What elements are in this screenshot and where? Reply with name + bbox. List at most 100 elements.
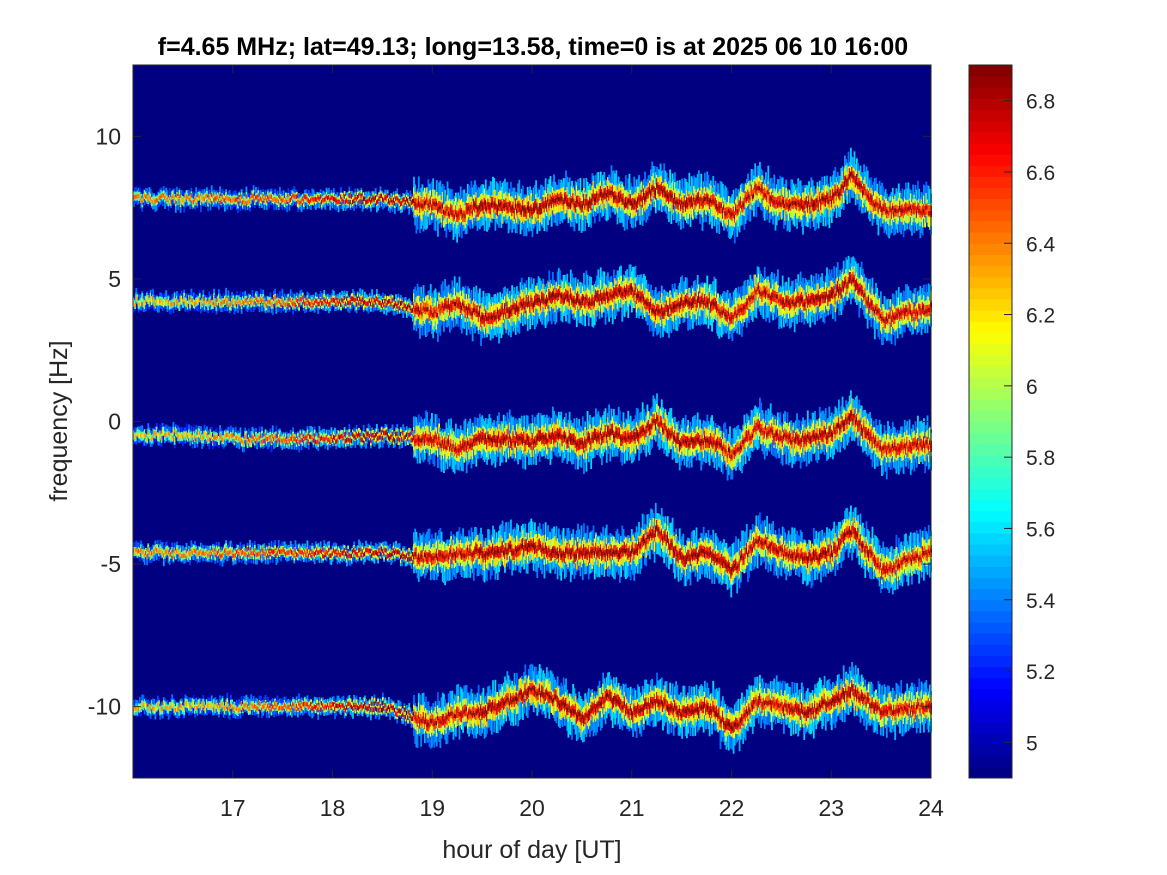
trace-cell (560, 196, 563, 201)
trace-cell (495, 204, 498, 209)
trace-cell (353, 198, 356, 204)
trace-cell (212, 193, 214, 198)
trace-cell (281, 198, 284, 203)
trace-cell (678, 199, 681, 205)
trace-cell (498, 201, 500, 206)
trace-cell (267, 195, 269, 200)
trace-cell (877, 207, 880, 212)
trace-cell (870, 195, 873, 200)
trace-cell (201, 194, 204, 200)
trace-cell (172, 193, 175, 199)
trace-cell (425, 200, 427, 205)
trace-cell (295, 194, 298, 199)
trace-cell (182, 198, 184, 203)
trace-cell (647, 191, 650, 196)
trace-cell (682, 205, 685, 210)
trace-cell (364, 196, 366, 201)
trace-cell (512, 205, 515, 210)
trace-cell (765, 193, 767, 198)
trace-cell (872, 201, 875, 206)
trace-cell (179, 200, 182, 205)
trace-cell (605, 192, 608, 198)
trace-cell (878, 198, 881, 210)
trace-cell (358, 193, 360, 198)
trace-cell (703, 196, 706, 202)
trace-cell (426, 198, 429, 203)
trace-cell (219, 193, 221, 199)
trace-cell (620, 194, 622, 199)
trace-cell (686, 199, 688, 204)
trace-cell (721, 208, 724, 214)
trace-cell (675, 200, 678, 205)
trace-cell (316, 197, 318, 203)
trace-cell (774, 200, 777, 206)
trace-cell (239, 198, 242, 203)
trace-cell (662, 190, 664, 195)
trace-cell (599, 191, 602, 196)
trace-cell (258, 198, 261, 203)
trace-cell (505, 202, 508, 207)
trace-cell (475, 203, 478, 208)
trace-cell (304, 194, 306, 199)
trace-cell (305, 195, 308, 200)
trace-cell (365, 199, 368, 205)
trace-cell (750, 189, 753, 194)
trace-cell (616, 198, 619, 203)
trace-cell (732, 211, 735, 216)
trace-cell (352, 199, 354, 205)
trace-cell (553, 198, 555, 203)
trace-cell (190, 192, 193, 198)
trace-cell (423, 201, 426, 206)
trace-cell (841, 184, 844, 189)
trace-cell (397, 198, 400, 203)
trace-cell (799, 203, 802, 208)
trace-cell (614, 195, 616, 200)
trace-cell (857, 182, 859, 187)
trace-cell (508, 202, 511, 207)
trace-cell (263, 198, 266, 203)
trace-cell (577, 199, 579, 204)
trace-cell (547, 198, 549, 203)
trace-cell (171, 195, 174, 200)
trace-cell (850, 171, 852, 183)
trace-cell (678, 193, 681, 206)
trace-cell (624, 200, 627, 205)
trace-cell (575, 198, 578, 203)
trace-cell (233, 197, 236, 202)
trace-cell (821, 196, 824, 201)
trace-cell (256, 195, 259, 200)
trace-cell (824, 198, 827, 203)
trace-cell (827, 197, 830, 202)
trace-cell (197, 193, 200, 199)
trace-cell (133, 195, 135, 200)
trace-cell (834, 189, 837, 194)
trace-cell (429, 200, 432, 205)
trace-cell (811, 202, 814, 207)
trace-cell (766, 195, 769, 200)
trace-cell (720, 203, 723, 209)
trace-cell (820, 199, 822, 204)
trace-cell (852, 174, 855, 179)
trace-cell (840, 187, 843, 192)
trace-cell (517, 203, 520, 208)
trace-cell (454, 210, 457, 215)
trace-cell (385, 195, 388, 200)
trace-cell (134, 195, 136, 200)
trace-cell (782, 200, 785, 205)
trace-cell (319, 194, 322, 199)
trace-cell (484, 199, 487, 212)
trace-cell (486, 206, 488, 211)
trace-cell (356, 195, 359, 200)
trace-cell (191, 199, 194, 205)
trace-cell (332, 196, 335, 202)
trace-cell (334, 197, 336, 202)
trace-cell (889, 206, 892, 211)
trace-cell (185, 194, 188, 199)
trace-cell (826, 195, 828, 200)
trace-cell (288, 198, 291, 203)
trace-cell (743, 202, 746, 207)
trace-cell (806, 204, 809, 209)
trace-cell (362, 196, 365, 202)
trace-cell (724, 211, 727, 216)
trace-cell (681, 200, 684, 205)
